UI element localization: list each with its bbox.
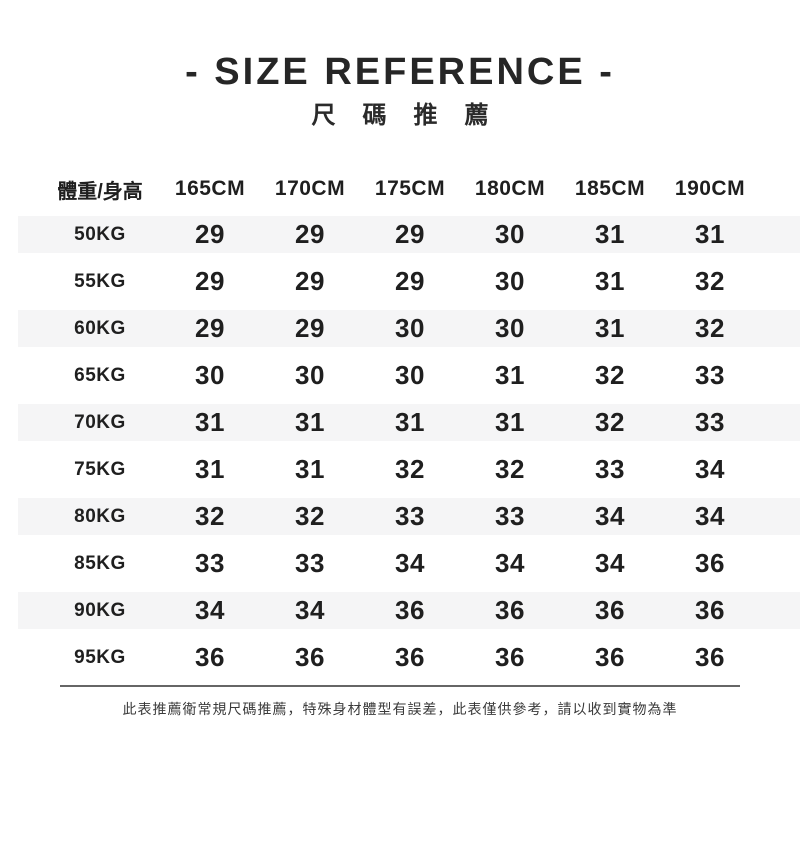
size-cell: 32	[495, 454, 525, 484]
size-cell: 30	[395, 313, 425, 343]
size-cell: 29	[195, 219, 225, 249]
column-header-165cm: 165CM	[174, 177, 246, 200]
size-cell: 36	[695, 642, 725, 672]
size-cell: 32	[595, 360, 625, 390]
size-cell: 33	[695, 360, 725, 390]
table-row-75kg: 75KG 31 31 32 32 33 34	[0, 446, 800, 493]
size-cell: 31	[595, 313, 625, 343]
column-header-170cm: 170CM	[274, 177, 346, 200]
size-cell: 30	[295, 360, 325, 390]
size-cell: 29	[195, 266, 225, 296]
size-cell: 32	[695, 266, 725, 296]
size-cell: 32	[395, 454, 425, 484]
column-header-175cm: 175CM	[374, 177, 446, 200]
size-cell: 33	[195, 548, 225, 578]
table-row-55kg: 55KG 29 29 29 30 31 32	[0, 258, 800, 305]
size-cell: 33	[695, 407, 725, 437]
table-row-70kg: 70KG 31 31 31 31 32 33	[0, 399, 800, 446]
size-cell: 32	[695, 313, 725, 343]
size-cell: 31	[495, 407, 525, 437]
size-cell: 30	[495, 219, 525, 249]
size-cell: 31	[295, 454, 325, 484]
page-title: - SIZE REFERENCE -	[185, 51, 615, 93]
size-cell: 31	[195, 407, 225, 437]
size-cell: 31	[595, 266, 625, 296]
size-cell: 30	[395, 360, 425, 390]
size-cell: 29	[295, 313, 325, 343]
size-cell: 31	[495, 360, 525, 390]
size-cell: 30	[195, 360, 225, 390]
size-cell: 34	[395, 548, 425, 578]
row-label-95kg: 95KG	[74, 646, 126, 668]
column-header-190cm: 190CM	[674, 177, 746, 200]
size-cell: 33	[595, 454, 625, 484]
size-cell: 36	[295, 642, 325, 672]
size-cell: 36	[695, 548, 725, 578]
size-cell: 31	[395, 407, 425, 437]
size-cell: 29	[295, 266, 325, 296]
size-cell: 30	[495, 313, 525, 343]
table-row-60kg: 60KG 29 29 30 30 31 32	[0, 305, 800, 352]
size-cell: 29	[295, 219, 325, 249]
corner-header-weight-height: 體重/身高	[57, 180, 143, 203]
size-cell: 34	[595, 548, 625, 578]
row-label-50kg: 50KG	[74, 223, 126, 245]
footnote: 此表推薦衛常規尺碼推薦，特殊身材體型有誤差，此表僅供參考，請以收到實物為準	[122, 701, 678, 717]
size-cell: 29	[195, 313, 225, 343]
size-cell: 36	[395, 595, 425, 625]
size-cell: 34	[595, 501, 625, 531]
size-cell: 33	[295, 548, 325, 578]
size-cell: 32	[195, 501, 225, 531]
size-cell: 36	[195, 642, 225, 672]
size-cell: 36	[495, 595, 525, 625]
size-cell: 30	[495, 266, 525, 296]
size-cell: 36	[595, 595, 625, 625]
size-cell: 32	[295, 501, 325, 531]
size-reference-page: - SIZE REFERENCE - 尺碼推薦 體重/身高 165CM 170CM 1…	[0, 52, 800, 852]
size-cell: 34	[495, 548, 525, 578]
row-label-85kg: 85KG	[74, 552, 126, 574]
size-cell: 34	[695, 454, 725, 484]
column-header-180cm: 180CM	[474, 177, 546, 200]
size-cell: 29	[395, 266, 425, 296]
size-table: 體重/身高 165CM 170CM 175CM 180CM 185CM 190CM 50KG…	[0, 169, 800, 681]
row-label-70kg: 70KG	[74, 411, 126, 433]
size-cell: 32	[595, 407, 625, 437]
page-subtitle: 尺碼推薦	[311, 102, 516, 129]
table-row-65kg: 65KG 30 30 30 31 32 33	[0, 352, 800, 399]
size-cell: 29	[395, 219, 425, 249]
size-cell: 36	[695, 595, 725, 625]
table-row-50kg: 50KG 29 29 29 30 31 31	[0, 211, 800, 258]
size-cell: 31	[295, 407, 325, 437]
row-label-75kg: 75KG	[74, 458, 126, 480]
size-cell: 34	[695, 501, 725, 531]
column-header-185cm: 185CM	[574, 177, 646, 200]
table-row-95kg: 95KG 36 36 36 36 36 36	[0, 634, 800, 681]
row-label-55kg: 55KG	[74, 270, 126, 292]
table-row-80kg: 80KG 32 32 33 33 34 34	[0, 493, 800, 540]
size-cell: 31	[195, 454, 225, 484]
table-header-row: 體重/身高 165CM 170CM 175CM 180CM 185CM 190CM	[0, 169, 800, 209]
size-cell: 36	[395, 642, 425, 672]
size-cell: 34	[195, 595, 225, 625]
table-row-90kg: 90KG 34 34 36 36 36 36	[0, 587, 800, 634]
row-label-90kg: 90KG	[74, 599, 126, 621]
table-body: 50KG 29 29 29 30 31 31 55KG 29 29 29 30 31 32 60KG 29 29…	[0, 211, 800, 681]
table-row-85kg: 85KG 33 33 34 34 34 36	[0, 540, 800, 587]
size-cell: 31	[595, 219, 625, 249]
size-cell: 31	[695, 219, 725, 249]
row-label-60kg: 60KG	[74, 317, 126, 339]
row-label-80kg: 80KG	[74, 505, 126, 527]
size-cell: 36	[495, 642, 525, 672]
size-cell: 33	[495, 501, 525, 531]
row-label-65kg: 65KG	[74, 364, 126, 386]
size-cell: 36	[595, 642, 625, 672]
size-cell: 33	[395, 501, 425, 531]
table-divider	[60, 685, 740, 687]
size-cell: 34	[295, 595, 325, 625]
